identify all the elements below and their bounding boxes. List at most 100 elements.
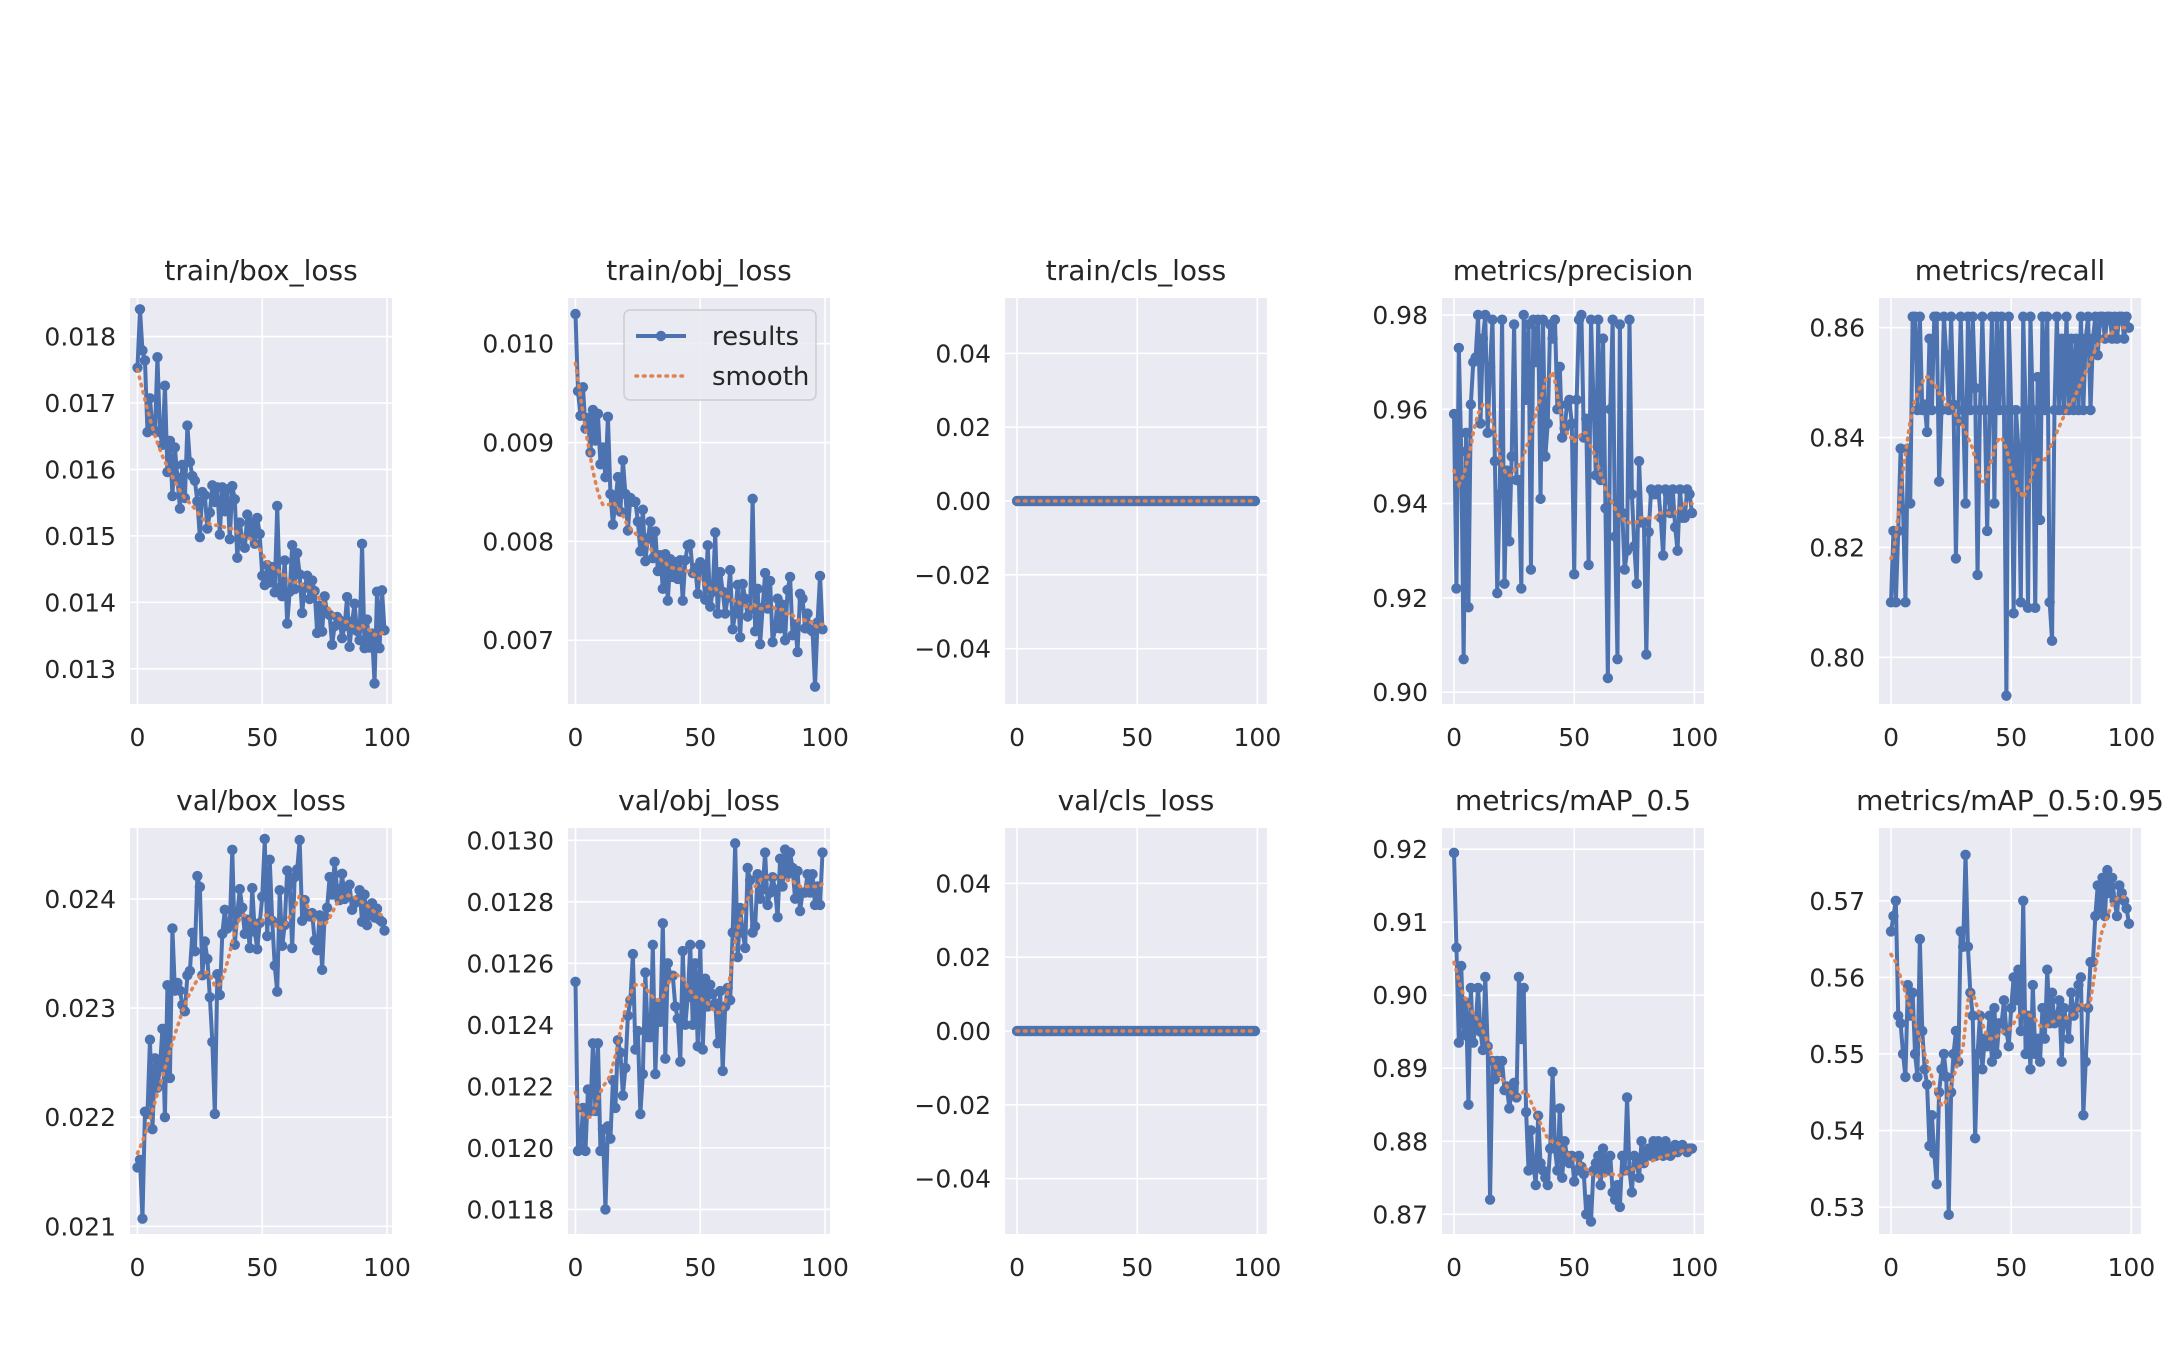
data-point-results bbox=[2092, 880, 2103, 891]
data-point-results bbox=[1905, 498, 1916, 509]
data-point-results bbox=[1977, 1064, 1988, 1075]
data-point-results bbox=[321, 902, 333, 913]
panel-metrics-precision: 0 50 100 0.90 0.92 0.94 0.96 0.98 metrics/precis… bbox=[1372, 254, 1718, 752]
data-point-results bbox=[1924, 1140, 1935, 1152]
data-point-results bbox=[637, 1068, 649, 1080]
data-point-results bbox=[632, 516, 644, 527]
data-point-results bbox=[747, 493, 758, 505]
data-point-results bbox=[167, 923, 178, 934]
data-point-results bbox=[1900, 597, 1911, 608]
y-tick-label: −0.04 bbox=[914, 635, 991, 664]
data-point-results bbox=[732, 951, 743, 963]
data-point-results bbox=[1621, 1092, 1633, 1103]
data-point-results bbox=[1996, 1018, 2007, 1029]
x-tick-label: 100 bbox=[2108, 1253, 2156, 1282]
panel-title: metrics/mAP_0.5:0.95 bbox=[1856, 784, 2164, 817]
data-point-results bbox=[1633, 455, 1645, 467]
data-point-results bbox=[159, 1112, 171, 1123]
data-point-results bbox=[1996, 311, 2007, 322]
data-point-results bbox=[2046, 987, 2058, 998]
y-tick-label: −0.02 bbox=[914, 561, 991, 590]
data-point-results bbox=[1458, 1030, 1469, 1041]
data-point-results bbox=[2056, 333, 2067, 344]
data-point-results bbox=[1468, 1037, 1479, 1048]
data-point-results bbox=[339, 621, 350, 632]
data-point-results bbox=[1506, 451, 1517, 462]
data-point-results bbox=[1597, 333, 1609, 344]
y-tick-label: 0.0126 bbox=[467, 949, 554, 978]
data-point-results bbox=[209, 496, 221, 508]
data-point-results bbox=[675, 1056, 686, 1067]
data-point-results bbox=[1941, 349, 1952, 361]
x-tick-label: 50 bbox=[246, 1253, 278, 1282]
data-point-results bbox=[239, 928, 250, 940]
data-point-results bbox=[1513, 474, 1525, 486]
data-point-results bbox=[1602, 672, 1614, 684]
y-tick-label: 0.80 bbox=[1809, 643, 1865, 672]
data-point-results bbox=[326, 639, 338, 651]
data-point-results bbox=[2039, 404, 2051, 416]
data-point-results bbox=[1931, 1179, 1942, 1190]
data-point-results bbox=[2087, 333, 2099, 344]
data-point-results bbox=[1938, 1048, 1950, 1060]
data-point-results bbox=[1605, 404, 1616, 415]
data-point-results bbox=[262, 930, 273, 942]
data-point-results bbox=[249, 926, 260, 937]
data-point-results bbox=[274, 582, 285, 593]
series-line-smooth bbox=[1452, 960, 1694, 1179]
data-point-results bbox=[710, 527, 721, 538]
data-point-results bbox=[1631, 578, 1642, 589]
data-point-results bbox=[1907, 987, 1918, 998]
data-point-results bbox=[1496, 314, 1508, 325]
data-point-results bbox=[1530, 1179, 1541, 1191]
data-point-results bbox=[635, 546, 646, 557]
data-point-results bbox=[1609, 531, 1621, 542]
panel-train-box-loss: 0 50 100 0.013 0.014 0.015 0.016 0.017 0.018 trai… bbox=[44, 254, 410, 752]
data-point-results bbox=[1965, 404, 1976, 416]
data-point-results bbox=[1969, 1133, 1981, 1144]
data-point-results bbox=[1969, 382, 1981, 394]
x-tick-label: 50 bbox=[1121, 723, 1153, 752]
data-point-results bbox=[592, 1038, 604, 1049]
data-point-results bbox=[244, 528, 255, 539]
data-point-results bbox=[184, 456, 196, 468]
data-point-results bbox=[650, 526, 661, 537]
data-point-results bbox=[369, 678, 380, 689]
data-point-results bbox=[1549, 1143, 1561, 1154]
data-point-results bbox=[1585, 314, 1597, 325]
data-point-results bbox=[154, 1061, 166, 1073]
y-tick-label: 0.98 bbox=[1372, 301, 1428, 330]
data-point-results bbox=[2106, 872, 2118, 883]
x-tick-label: 0 bbox=[130, 1253, 146, 1282]
data-layer bbox=[1885, 311, 2135, 701]
data-point-results bbox=[1612, 654, 1623, 665]
data-point-results bbox=[2018, 311, 2029, 322]
data-point-results bbox=[1638, 517, 1650, 528]
data-point-results bbox=[680, 1019, 691, 1031]
panel-train-cls-loss: 0 50 100 −0.04 −0.02 0.00 0.02 0.04 train/cls_lo… bbox=[914, 254, 1281, 752]
data-point-results bbox=[762, 899, 773, 911]
data-point-results bbox=[1986, 1056, 1998, 1067]
series-line-smooth bbox=[1889, 325, 2131, 561]
data-point-results bbox=[1897, 1048, 1909, 1060]
data-layer bbox=[1448, 847, 1698, 1227]
data-point-results bbox=[2027, 404, 2039, 416]
y-tick-label: 0.023 bbox=[44, 994, 116, 1023]
data-point-results bbox=[1528, 1157, 1539, 1169]
data-point-results bbox=[2013, 443, 2024, 454]
data-point-results bbox=[2118, 333, 2130, 344]
panel-val-cls-loss: 0 50 100 −0.04 −0.02 0.00 0.02 0.04 val/cls_loss bbox=[914, 784, 1281, 1282]
data-point-results bbox=[1936, 404, 1947, 416]
data-point-results bbox=[600, 1204, 611, 1215]
data-point-results bbox=[376, 916, 388, 928]
data-point-results bbox=[289, 583, 300, 595]
data-point-results bbox=[277, 591, 288, 602]
data-point-results bbox=[2102, 864, 2113, 876]
data-point-results bbox=[2054, 995, 2065, 1006]
x-tick-label: 100 bbox=[1671, 1253, 1719, 1282]
data-point-results bbox=[1458, 654, 1469, 665]
data-point-results bbox=[2015, 597, 2027, 608]
panel-metrics-map-0-5-0-95: 0 50 100 0.53 0.54 0.55 0.56 0.57 metrics/mAP_0.… bbox=[1809, 784, 2164, 1282]
data-point-results bbox=[600, 471, 611, 483]
data-point-results bbox=[1912, 1071, 1923, 1083]
